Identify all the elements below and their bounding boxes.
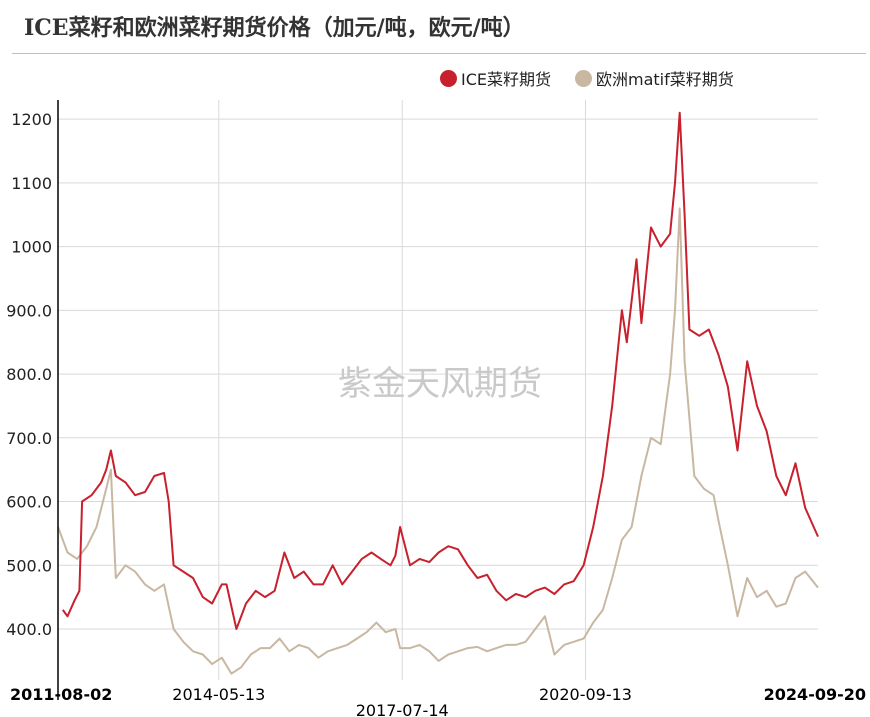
y-tick-label: 400.0 bbox=[6, 620, 52, 639]
x-tick-label: 2017-07-14 bbox=[356, 701, 449, 717]
x-tick-label: 2024-09-20 bbox=[764, 685, 866, 704]
x-tick-label: 2014-05-13 bbox=[172, 685, 265, 704]
x-tick-label: 2011-08-02 bbox=[10, 685, 112, 704]
legend-label-eu: 欧洲matif菜籽期货 bbox=[596, 70, 734, 89]
y-tick-label: 600.0 bbox=[6, 493, 52, 512]
legend-marker-eu bbox=[575, 69, 593, 87]
y-tick-label: 500.0 bbox=[6, 556, 52, 575]
axis-layer: 400.0 500.0 600.0 700.0 800.0 900.0 1000 1100 12… bbox=[6, 100, 866, 717]
y-tick-label: 1000 bbox=[11, 238, 52, 257]
y-tick-label: 700.0 bbox=[6, 429, 52, 448]
series-layer bbox=[57, 111, 819, 675]
legend-item-eu[interactable]: 欧洲matif菜籽期货 bbox=[575, 66, 734, 90]
y-tick-label: 900.0 bbox=[6, 301, 52, 320]
legend-item-ice[interactable]: ICE菜籽期货 bbox=[440, 66, 551, 90]
ice-series-line bbox=[61, 111, 819, 630]
y-tick-label: 800.0 bbox=[6, 365, 52, 384]
legend: ICE菜籽期货 欧洲matif菜籽期货 bbox=[440, 66, 758, 90]
legend-marker-ice bbox=[440, 69, 457, 87]
chart-title: ICE菜籽和欧洲菜籽期货价格（加元/吨，欧元/吨） bbox=[24, 15, 525, 41]
watermark: 紫金天风期货 bbox=[338, 364, 542, 404]
legend-label-ice: ICE菜籽期货 bbox=[461, 70, 552, 89]
title-divider bbox=[12, 53, 866, 54]
y-tick-label: 1200 bbox=[11, 110, 52, 129]
y-tick-label: 1100 bbox=[11, 174, 52, 193]
x-tick-label: 2020-09-13 bbox=[539, 685, 632, 704]
eu-series-line bbox=[57, 207, 819, 675]
